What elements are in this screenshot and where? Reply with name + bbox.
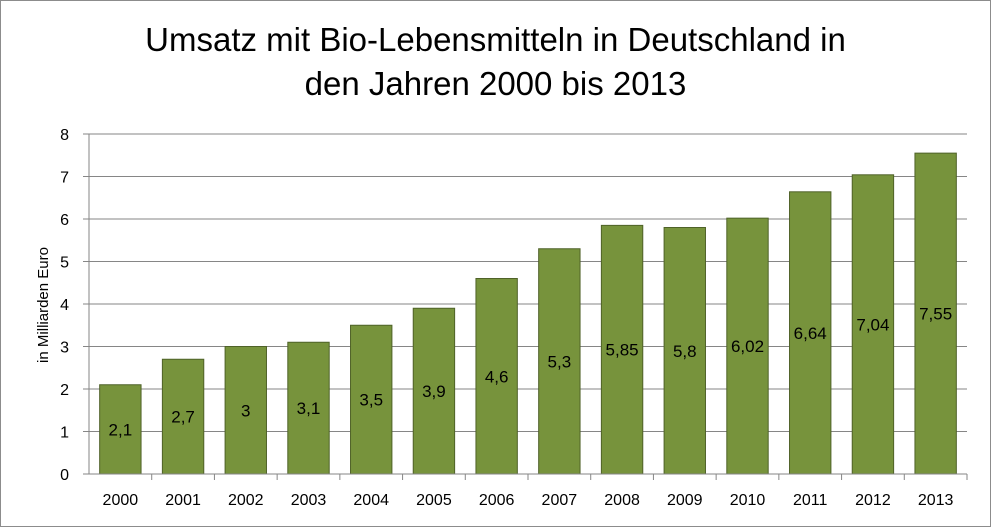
bar-value-label: 5,3: [548, 352, 572, 371]
bar: [475, 278, 518, 475]
y-tick-label: 3: [60, 340, 69, 357]
y-tick-label: 4: [60, 297, 69, 314]
bar-value-label: 4,6: [485, 367, 509, 386]
bar-value-label: 3,5: [359, 391, 383, 410]
y-tick-label: 5: [60, 255, 69, 272]
bar-value-label: 5,85: [606, 341, 639, 360]
y-tick-label: 6: [60, 212, 69, 229]
bar-value-label: 2,1: [109, 420, 133, 439]
chart-title-line-1: Umsatz mit Bio-Lebensmitteln in Deutschl…: [145, 21, 846, 58]
bar: [161, 358, 205, 475]
bar: [600, 224, 644, 475]
bar-value-label: 3,9: [422, 382, 446, 401]
bar: [224, 346, 267, 475]
bar: [538, 248, 581, 475]
x-tick-label: 2009: [667, 492, 703, 509]
y-tick-label: 0: [60, 467, 69, 484]
bar-value-label: 7,55: [919, 305, 952, 324]
bars: [99, 152, 957, 475]
x-tick-label: 2000: [103, 492, 139, 509]
y-tick-label: 8: [60, 127, 69, 144]
x-tick-label: 2006: [479, 492, 515, 509]
bar-value-label: 5,8: [673, 342, 697, 361]
x-tick-label: 2012: [855, 492, 891, 509]
x-tick-label: 2004: [353, 492, 389, 509]
y-tick-label: 7: [60, 170, 69, 187]
chart-title: Umsatz mit Bio-Lebensmitteln in Deutschl…: [0, 18, 991, 106]
x-tick-label: 2003: [291, 492, 327, 509]
x-tick-label: 2008: [604, 492, 640, 509]
chart-title-line-2: den Jahren 2000 bis 2013: [304, 65, 687, 102]
y-tick-label: 1: [60, 425, 69, 442]
bar-value-label: 3: [241, 401, 250, 420]
x-tick-label: 2002: [228, 492, 264, 509]
bar: [99, 384, 142, 475]
x-tick-label: 2013: [918, 492, 954, 509]
y-tick-label: 2: [60, 382, 69, 399]
labels: 0 1 2 3 4 5 6 7 8 2,1 2000 2,7 2001 3 2002 3,1 2003 3,5 20…: [60, 127, 953, 509]
bar: [663, 227, 706, 475]
bar: [350, 324, 393, 475]
bar-value-label: 2,7: [171, 408, 195, 427]
bar: [914, 152, 957, 475]
y-axis-title: in Milliarden Euro: [35, 247, 52, 363]
bar-value-label: 7,04: [856, 315, 889, 334]
x-tick-label: 2007: [542, 492, 578, 509]
bar: [412, 307, 456, 475]
bar: [287, 341, 330, 475]
bar-value-label: 3,1: [297, 399, 321, 418]
bar-value-label: 6,64: [794, 324, 827, 343]
x-tick-label: 2011: [793, 492, 828, 509]
x-tick-label: 2005: [416, 492, 452, 509]
bar: [726, 217, 769, 475]
bar-value-label: 6,02: [731, 337, 764, 356]
gridlines: [89, 133, 967, 432]
axes: [83, 133, 968, 480]
x-tick-label: 2010: [730, 492, 766, 509]
x-tick-label: 2001: [165, 492, 201, 509]
